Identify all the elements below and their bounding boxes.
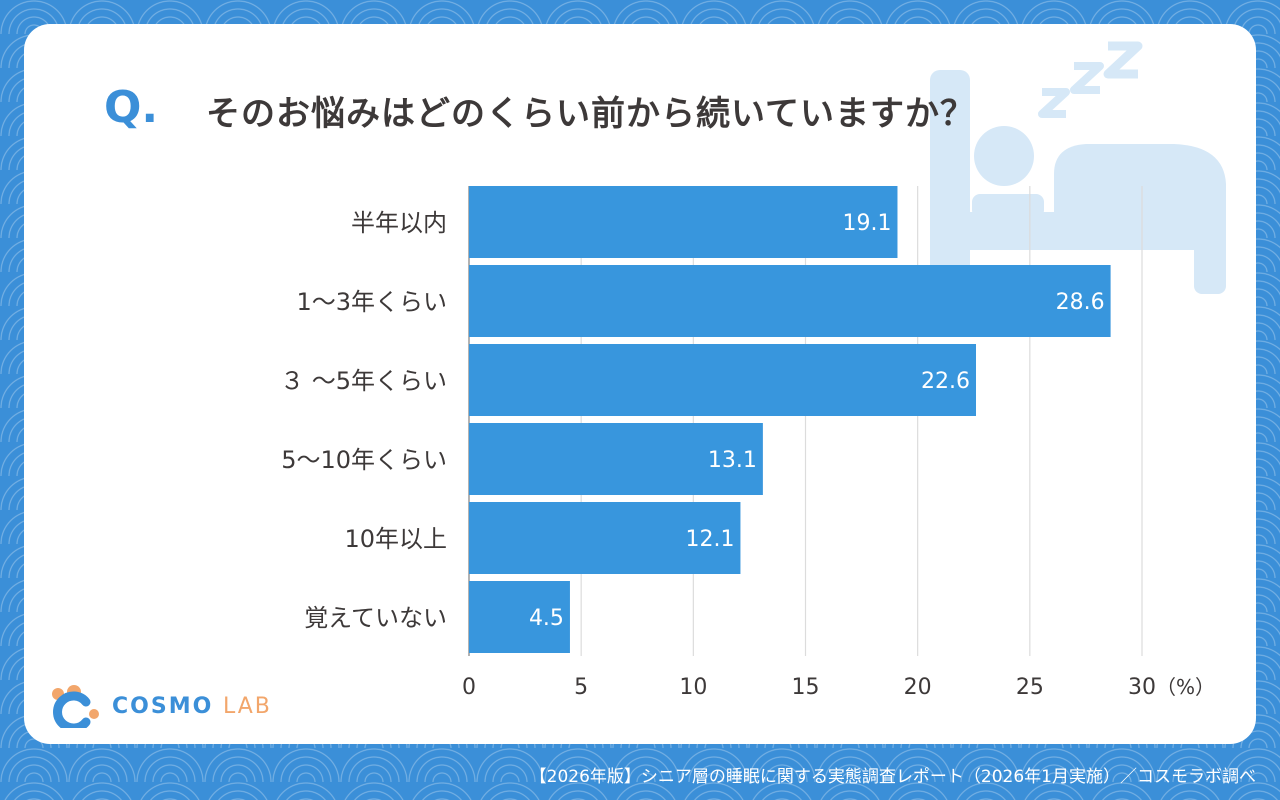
logo-icon [52, 685, 99, 728]
sleeping-person-icon [930, 41, 1226, 300]
category-label: 半年以内 [351, 209, 447, 237]
chart-card: Q. そのお悩みはどのくらい前から続いていますか？ 0 5 10 15 20 25 30 （%… [24, 24, 1256, 744]
bar [469, 186, 898, 258]
category-label: 10年以上 [344, 525, 447, 553]
bar [469, 344, 976, 416]
unit-label: （%） [1156, 675, 1215, 699]
bar-value-label: 28.6 [1056, 290, 1105, 315]
x-tick-label: 25 [1016, 675, 1044, 700]
bar [469, 265, 1111, 337]
logo-suffix: LAB [222, 693, 272, 719]
bar-value-label: 22.6 [921, 369, 970, 394]
category-label: 5～10年くらい [281, 446, 447, 474]
category-label: ３ ～5年くらい [280, 367, 447, 395]
footer-source: 【2026年版】シニア層の睡眠に関する実態調査レポート（2026年1月実施）／コ… [529, 767, 1256, 787]
x-tick-label: 30 [1128, 675, 1156, 700]
cosmo-lab-logo: COSMO LAB [46, 684, 272, 728]
x-tick-label: 15 [792, 675, 820, 700]
bar-value-label: 13.1 [708, 448, 757, 473]
bar-value-label: 12.1 [685, 527, 734, 552]
x-tick-label: 20 [904, 675, 932, 700]
question-marker: Q. [104, 82, 159, 133]
x-tick-label: 5 [574, 675, 588, 700]
bar-chart: 0 5 10 15 20 25 30 （%） 19.1 半年以内 28.6 1～3年くらい 22.6 ３ … [280, 186, 1215, 700]
page-title: そのお悩みはどのくらい前から続いていますか？ [206, 94, 975, 134]
bar [469, 581, 570, 653]
bar-value-label: 19.1 [842, 211, 891, 236]
bar [469, 423, 763, 495]
x-tick-label: 0 [462, 675, 476, 700]
logo-name: COSMO [112, 693, 214, 719]
bar [469, 502, 741, 574]
category-label: 覚えていない [304, 604, 447, 632]
category-label: 1～3年くらい [296, 288, 447, 316]
bar-value-label: 4.5 [529, 606, 564, 631]
x-tick-label: 10 [679, 675, 707, 700]
